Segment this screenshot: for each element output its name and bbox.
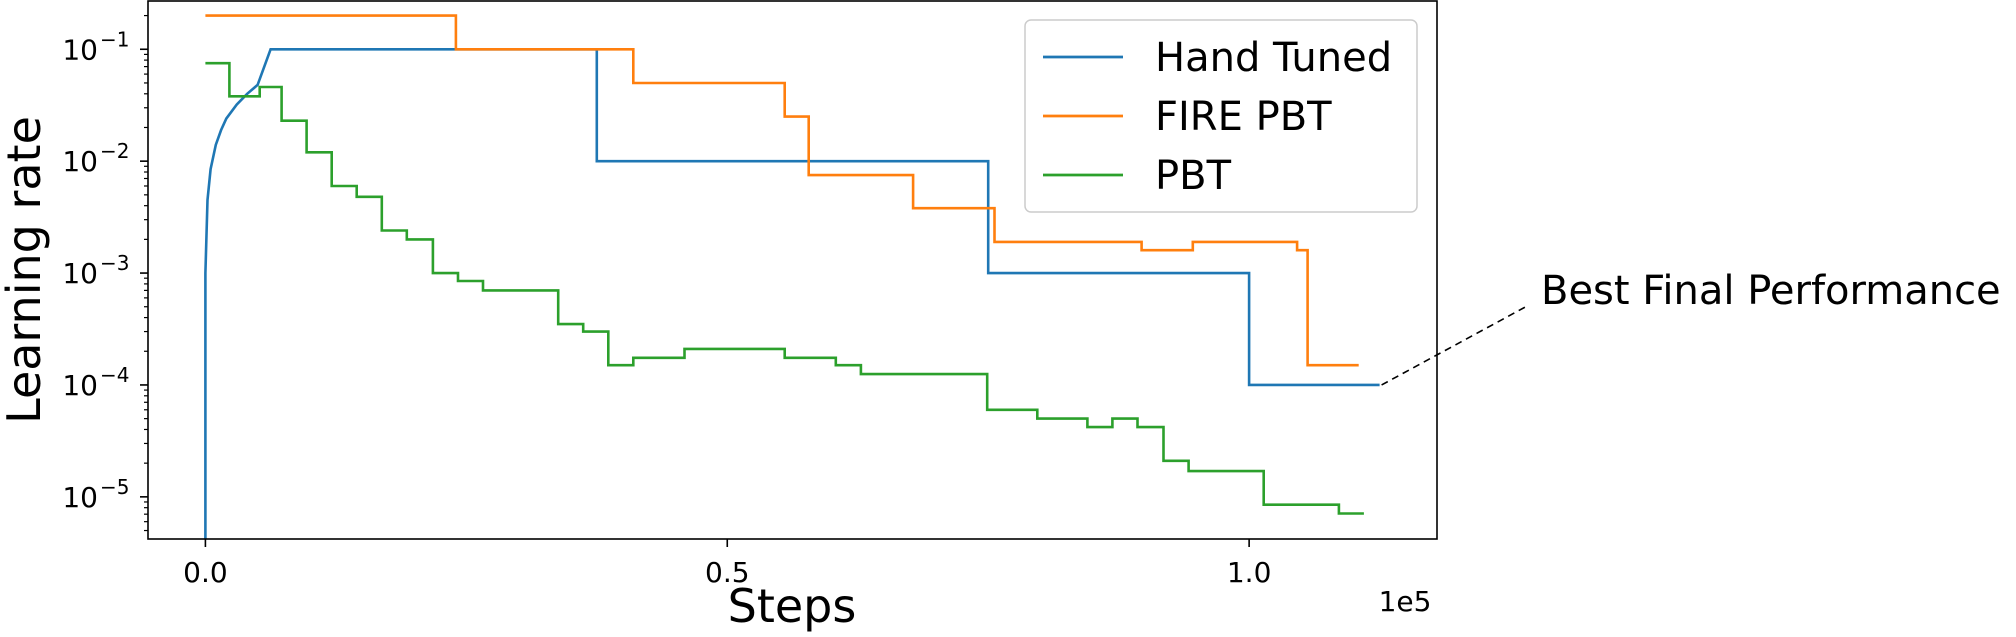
- plot-frame: [147, 0, 1438, 540]
- x-axis: 0.0 0.5 1.0: [183, 539, 1271, 589]
- y-tick-exponent-2: −3: [100, 251, 129, 275]
- x-tick-label-0: 0.0: [183, 556, 228, 589]
- y-tick-exponent-4: −5: [100, 475, 129, 499]
- legend-label-1: FIRE PBT: [1155, 94, 1332, 140]
- x-tick-label-2: 1.0: [1227, 556, 1272, 589]
- annotation: Best Final Performance: [1381, 268, 2001, 386]
- x-offset-label: 1e5: [1379, 585, 1432, 618]
- legend-label-0: Hand Tuned: [1155, 35, 1392, 81]
- series-line-2: [205, 61, 1364, 515]
- y-tick-label-3: 10: [62, 369, 98, 402]
- legend-label-2: PBT: [1155, 153, 1232, 199]
- y-tick-label-2: 10: [62, 257, 98, 290]
- legend-frame: [1024, 19, 1418, 213]
- annotation-text-0: Best Final Performance: [1541, 268, 2001, 314]
- y-axis: 10−110−210−310−410−5: [62, 14, 148, 532]
- y-tick-exponent-1: −2: [100, 139, 129, 163]
- y-tick-label-1: 10: [62, 145, 98, 178]
- series-line-1: [205, 14, 1359, 367]
- series-line-0: [204, 47, 1380, 539]
- y-tick-label-0: 10: [62, 33, 98, 66]
- x-tick-label-1: 0.5: [705, 556, 750, 589]
- legend: Hand Tuned FIRE PBT PBT: [1024, 19, 1418, 213]
- y-tick-label-4: 10: [62, 481, 98, 514]
- y-tick-exponent-0: −1: [100, 27, 129, 51]
- annotation-leader-line-0: [1381, 304, 1530, 386]
- x-axis-label: Steps: [728, 579, 857, 633]
- y-axis-label: Learning rate: [0, 116, 51, 424]
- y-tick-exponent-3: −4: [100, 363, 129, 387]
- plot-area: [147, 0, 1438, 540]
- series-layer: [204, 14, 1380, 539]
